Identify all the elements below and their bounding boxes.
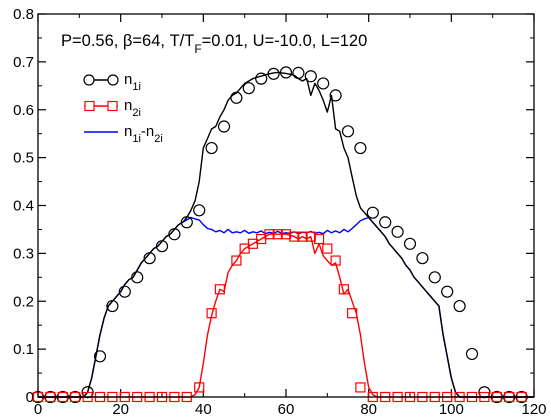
series-line-0 [38,71,534,398]
legend-label-1: n2i [124,97,141,119]
data-point-circle [304,70,317,83]
data-point-square [231,255,242,266]
y-tick-label: 0.4 [13,198,34,215]
data-point-circle [354,141,367,155]
data-point-circle [341,125,355,138]
axes: 0 20 40 60 80 100 120 0 0.1 0.2 0.3 0.4 0.5 0.6 0.7 0.8 [13,6,546,418]
data-point-circle [403,237,417,250]
x-tick-label: 60 [278,401,295,418]
data-point-square [338,284,349,295]
plot-frame [37,13,535,398]
data-point-circle [242,82,255,95]
legend-marker-circle [107,74,119,86]
y-tick-label: 0.7 [13,54,34,71]
data-point-circle [255,72,268,85]
data-point-circle [193,204,206,217]
data-point-square [214,284,225,295]
data-point-circle [416,252,429,265]
data-point-circle [131,271,144,284]
data-point-circle [478,386,491,399]
data-point-square [347,308,358,319]
data-point-circle [391,225,404,238]
parameter-annotation: P=0.56, β=64, T/TF=0.01, U=-10.0, L=120 [61,32,367,56]
data-point-square [289,231,300,242]
data-point-circle [93,350,107,363]
data-point-square [194,382,205,393]
data-point-square [322,243,333,254]
x-tick-label: 80 [360,401,377,418]
legend-label-0: n1i [124,71,141,93]
y-tick-label: 0.1 [13,341,34,358]
data-point-circle [180,216,193,229]
legend: n1i n2i n1i-n2i [83,71,163,145]
x-tick-label: 120 [521,401,546,418]
y-tick-label: 0 [26,389,34,406]
data-point-circle [329,89,342,102]
y-tick-label: 0.3 [13,245,34,262]
legend-marker-circle [83,74,95,86]
data-point-circle [205,141,218,155]
legend-marker-square [84,100,95,112]
data-point-circle [217,120,231,133]
data-point-circle [317,77,330,90]
data-point-square [280,229,292,240]
y-tick-label: 0.5 [13,150,34,167]
y-tick-label: 0.8 [13,6,34,23]
data-point-circle [428,271,441,284]
data-point-circle [143,252,156,265]
data-point-circle [453,299,466,313]
data-point-circle [379,216,392,229]
data-point-square [264,229,275,240]
data-point-square [206,308,217,319]
data-point-square [305,231,316,242]
legend-marker-square [107,100,118,112]
y-tick-label: 0.2 [13,293,34,310]
legend-label-2: n1i-n2i [124,123,163,145]
data-point-circle [366,206,379,219]
data-point-circle [465,347,479,361]
data-point-circle [441,285,454,298]
data-point-circle [118,285,131,298]
data-point-circle [230,91,243,104]
data-point-square [297,231,308,242]
data-point-square [330,255,341,266]
data-point-circle [279,66,293,79]
data-point-circle [81,386,94,399]
data-point-circle [168,228,181,241]
data-point-circle [106,299,119,313]
data-point-square [313,233,325,245]
x-tick-label: 40 [195,401,212,418]
data-point-circle [267,67,280,80]
x-tick-label: 0 [34,401,42,418]
data-point-square [272,229,283,240]
y-tick-label: 0.6 [13,102,34,119]
data-point-circle [155,240,169,253]
data-point-square [355,382,366,393]
data-point-circle [292,66,305,79]
x-tick-label: 100 [439,401,464,418]
x-tick-label: 20 [112,401,129,418]
